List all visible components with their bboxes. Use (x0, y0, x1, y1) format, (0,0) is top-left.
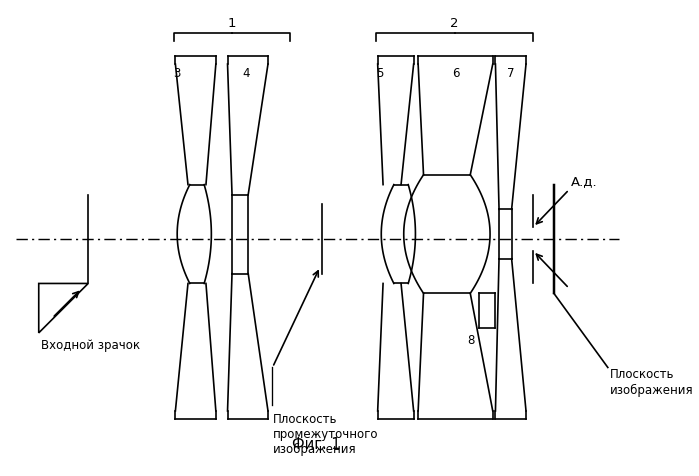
Text: 7: 7 (507, 67, 514, 80)
Text: Плоскость
изображения: Плоскость изображения (610, 367, 693, 396)
Text: А.д.: А.д. (571, 175, 598, 188)
Text: Плоскость
промежуточного
изображения: Плоскость промежуточного изображения (273, 412, 378, 455)
Text: Фиг. 1: Фиг. 1 (292, 436, 341, 452)
Text: 6: 6 (452, 67, 459, 80)
Text: 3: 3 (173, 67, 181, 80)
Text: 2: 2 (450, 18, 459, 30)
Text: 4: 4 (243, 67, 250, 80)
Text: 1: 1 (228, 18, 236, 30)
Text: Входной зрачок: Входной зрачок (41, 338, 140, 351)
Text: 8: 8 (468, 333, 475, 346)
Text: 5: 5 (376, 67, 383, 80)
